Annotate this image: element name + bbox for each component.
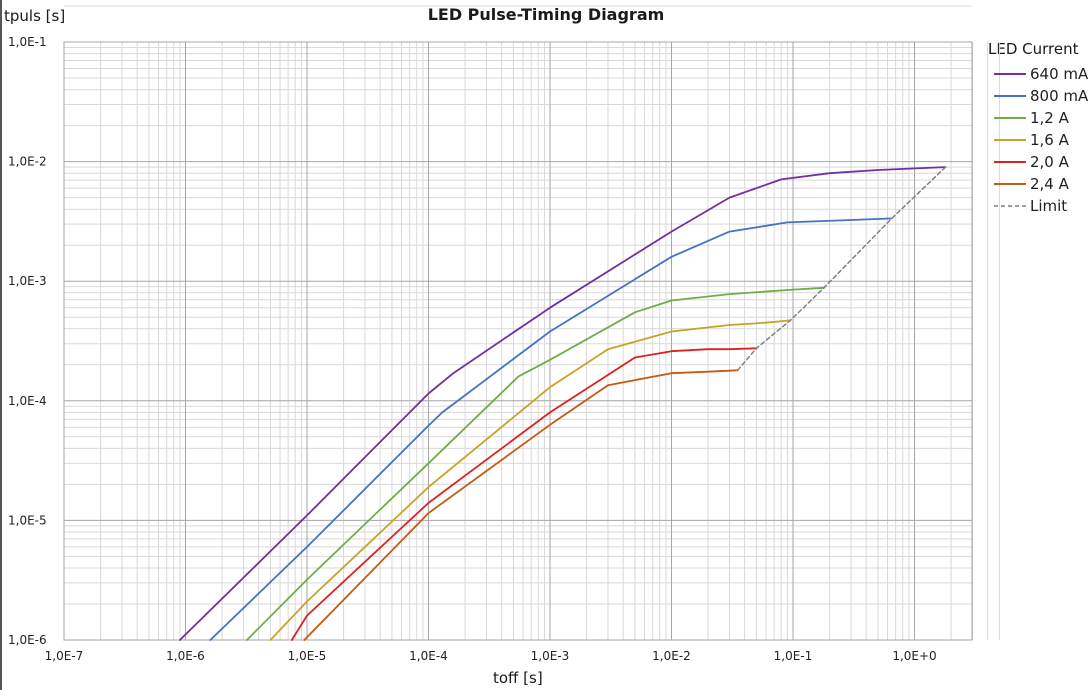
legend-entry-label: 640 mA: [1030, 65, 1089, 83]
x-tick-label: 1,0E-2: [652, 649, 691, 663]
legend-entry-label: 800 mA: [1030, 87, 1089, 105]
x-tick-label: 1,0E-5: [288, 649, 327, 663]
chart-title: LED Pulse-Timing Diagram: [427, 5, 665, 24]
x-tick-label: 1,0E-3: [531, 649, 570, 663]
series-line-limit: [736, 166, 947, 372]
series-line-1-6-a: [269, 319, 792, 641]
y-tick-label: 1,0E-1: [8, 35, 47, 49]
x-tick-label: 1,0E-6: [166, 649, 205, 663]
series-line-1-2-a: [245, 286, 825, 641]
legend-entry-label: 1,2 A: [1030, 109, 1070, 127]
y-tick-label: 1,0E-6: [8, 633, 47, 647]
series-line-2-4-a: [303, 369, 739, 641]
legend-entry-label: 2,0 A: [1030, 153, 1070, 171]
series-line-640-ma: [178, 166, 947, 641]
legend-entry-label: Limit: [1030, 197, 1067, 215]
x-tick-label: 1,0E-4: [409, 649, 448, 663]
legend-entry-label: 1,6 A: [1030, 131, 1070, 149]
y-tick-label: 1,0E-3: [8, 274, 47, 288]
series-line-800-ma: [209, 217, 893, 641]
y-axis-label: tpuls [s]: [4, 7, 66, 25]
y-tick-label: 1,0E-5: [8, 513, 47, 527]
x-tick-label: 1,0E-7: [45, 649, 84, 663]
y-tick-label: 1,0E-2: [8, 155, 47, 169]
x-tick-label: 1,0E+0: [892, 649, 936, 663]
plot-area-frame: [63, 41, 973, 641]
y-tick-label: 1,0E-4: [8, 394, 47, 408]
series-line-2-0-a: [290, 347, 758, 641]
x-axis-label: toff [s]: [493, 669, 543, 687]
legend-entry-label: 2,4 A: [1030, 175, 1070, 193]
legend-title: LED Current: [988, 40, 1079, 58]
x-tick-label: 1,0E-1: [774, 649, 813, 663]
left-frame-line: [0, 0, 2, 690]
